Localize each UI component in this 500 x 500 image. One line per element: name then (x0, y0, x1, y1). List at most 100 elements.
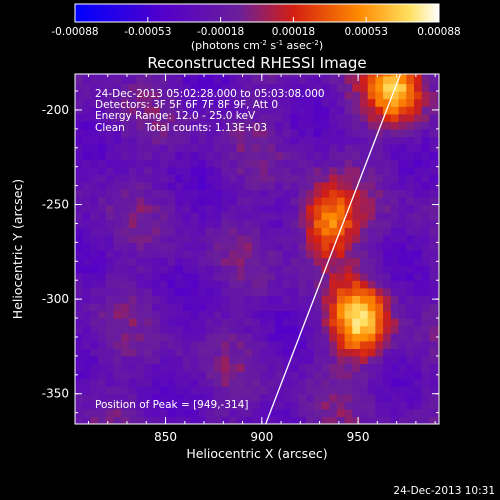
heatmap-cell (244, 159, 253, 168)
heatmap-cell (329, 83, 338, 92)
heatmap-cell (221, 234, 230, 243)
heatmap-cell (198, 189, 207, 198)
heatmap-cell (182, 280, 192, 289)
heatmap-cell (244, 204, 253, 213)
heatmap-cell (429, 74, 438, 77)
heatmap-cell (182, 318, 192, 327)
heatmap-cell (213, 242, 222, 251)
heatmap-cell (144, 219, 153, 228)
heatmap-cell (252, 174, 261, 183)
heatmap-cell (113, 378, 122, 387)
heatmap-cell (105, 325, 115, 334)
annotation-time-range: 24-Dec-2013 05:02:28.000 to 05:03:08.000 (95, 88, 325, 100)
heatmap-cell (437, 189, 439, 198)
heatmap-cell (275, 348, 284, 357)
heatmap-cell (167, 91, 176, 100)
heatmap-cell (190, 378, 199, 387)
heatmap-cell (105, 386, 115, 395)
heatmap-cell (190, 174, 199, 183)
heatmap-cell (313, 340, 323, 349)
heatmap-cell (229, 234, 238, 243)
heatmap-cell (221, 416, 230, 424)
heatmap-cell (159, 295, 168, 304)
heatmap-cell (244, 91, 253, 100)
heatmap-cell (75, 242, 84, 251)
heatmap-cell (190, 91, 199, 100)
heatmap-cell (159, 363, 168, 372)
heatmap-cell (190, 310, 199, 319)
heatmap-cell (414, 386, 423, 395)
heatmap-cell (336, 166, 346, 175)
heatmap-cell (383, 257, 392, 266)
heatmap-cell (275, 151, 284, 160)
heatmap-cell (259, 249, 269, 259)
heatmap-cell (321, 280, 330, 289)
heatmap-cell (336, 302, 346, 312)
heatmap-cell (159, 121, 168, 130)
heatmap-cell (206, 249, 215, 259)
heatmap-cell (252, 159, 261, 168)
heatmap-cell (383, 113, 392, 122)
heatmap-cell (421, 98, 430, 107)
heatmap-cell (398, 181, 407, 190)
heatmap-cell (221, 310, 230, 319)
heatmap-cell (313, 234, 323, 243)
heatmap-cell (398, 348, 407, 357)
heatmap-cell (383, 98, 392, 107)
heatmap-cell (367, 227, 376, 236)
heatmap-cell (429, 189, 438, 198)
heatmap-cell (244, 333, 253, 342)
heatmap-cell (306, 174, 315, 183)
heatmap-cell (298, 106, 307, 115)
heatmap-cell (414, 280, 423, 289)
heatmap-cell (290, 295, 299, 304)
heatmap-cell (275, 257, 284, 266)
heatmap-cell (275, 166, 284, 175)
heatmap-cell (252, 348, 261, 357)
heatmap-cell (128, 204, 138, 213)
heatmap-cell (190, 159, 199, 168)
heatmap-cell (152, 106, 161, 115)
heatmap-cell (152, 91, 161, 100)
heatmap-cell (344, 151, 353, 160)
heatmap-cell (398, 212, 407, 221)
heatmap-cell (367, 75, 376, 85)
heatmap-cell (298, 83, 307, 92)
heatmap-cell (298, 113, 307, 122)
heatmap-cell (236, 393, 246, 402)
heatmap-cell (159, 181, 168, 190)
heatmap-cell (352, 174, 361, 183)
heatmap-cell (367, 333, 376, 342)
heatmap-cell (437, 121, 439, 130)
heatmap-cell (198, 355, 207, 365)
heatmap-cell (206, 257, 215, 266)
heatmap-cell (283, 348, 292, 357)
heatmap-cell (75, 318, 84, 327)
heatmap-cell (398, 121, 407, 130)
heatmap-cell (229, 393, 238, 402)
heatmap-cell (182, 287, 192, 296)
heatmap-cell (206, 83, 215, 92)
heatmap-cell (313, 151, 323, 160)
heatmap-cell (136, 242, 145, 251)
heatmap-cell (313, 363, 323, 372)
heatmap-cell (136, 318, 145, 327)
heatmap-cell (167, 249, 176, 259)
heatmap-cell (229, 166, 238, 175)
heatmap-cell (336, 295, 346, 304)
heatmap-cell (167, 113, 176, 122)
heatmap-cell (252, 325, 261, 334)
heatmap-cell (236, 227, 246, 236)
heatmap-cell (82, 204, 91, 213)
heatmap-cell (236, 280, 246, 289)
heatmap-cell (152, 174, 161, 183)
heatmap-cell (98, 75, 107, 85)
heatmap-cell (229, 144, 238, 153)
heatmap-cell (383, 325, 392, 334)
heatmap-cell (105, 189, 115, 198)
heatmap-cell (98, 386, 107, 395)
heatmap-cell (152, 280, 161, 289)
heatmap-cell (437, 401, 439, 410)
heatmap-cell (113, 159, 122, 168)
heatmap-cell (152, 310, 161, 319)
